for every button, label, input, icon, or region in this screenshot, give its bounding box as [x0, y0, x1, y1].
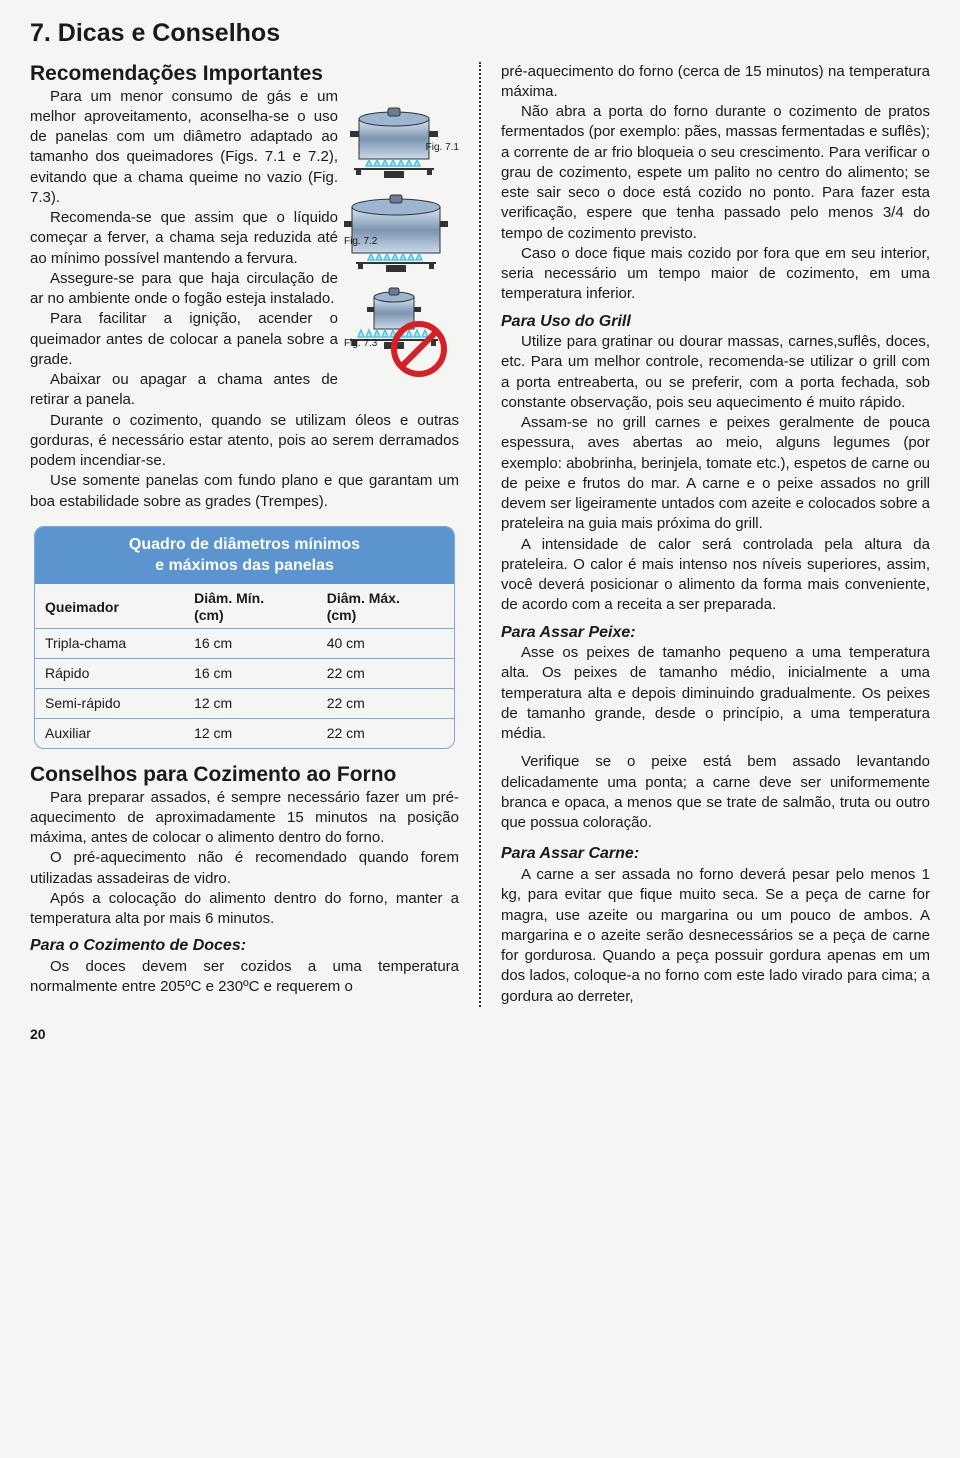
- pot-figures: Fig. 7.1: [344, 91, 459, 383]
- table-header-min: Diâm. Mín.(cm): [184, 584, 317, 628]
- table-title-line: Quadro de diâmetros mínimos: [129, 536, 360, 553]
- cell-min: 16 cm: [184, 629, 317, 659]
- table-row: Rápido 16 cm 22 cm: [35, 658, 454, 688]
- figure-7-2: Fig. 7.2: [344, 185, 459, 275]
- right-paragraph: Assam-se no grill carnes e peixes geralm…: [501, 413, 930, 535]
- cell-burner: Auxiliar: [35, 718, 184, 747]
- sub-heading-meat: Para Assar Carne:: [501, 843, 930, 865]
- table-row: Auxiliar 12 cm 22 cm: [35, 718, 454, 747]
- table-title-line: e máximos das panelas: [155, 557, 334, 574]
- figure-label-7-1: Fig. 7.1: [426, 141, 459, 155]
- table-header-burner: Queimador: [35, 584, 184, 628]
- table-header-max: Diâm. Máx.(cm): [317, 584, 454, 628]
- figure-label-7-3: Fig. 7.3: [344, 337, 377, 351]
- table-row: Tripla-chama 16 cm 40 cm: [35, 629, 454, 659]
- right-paragraph: Não abra a porta do forno durante o cozi…: [501, 102, 930, 244]
- cell-min: 12 cm: [184, 688, 317, 718]
- figure-7-3: Fig. 7.3: [344, 279, 459, 379]
- cell-burner: Rápido: [35, 658, 184, 688]
- left-paragraph: Após a colocação do alimento dentro do f…: [30, 889, 459, 930]
- right-paragraph: Utilize para gratinar ou dourar massas, …: [501, 332, 930, 413]
- cell-min: 16 cm: [184, 658, 317, 688]
- figure-7-1: Fig. 7.1: [344, 91, 459, 181]
- left-paragraph: Os doces devem ser cozidos a uma tempera…: [30, 957, 459, 998]
- right-paragraph: Caso o doce fique mais cozido por fora q…: [501, 244, 930, 305]
- sub-heading-fish: Para Assar Peixe:: [501, 622, 930, 644]
- sub-heading-doces: Para o Cozimento de Doces:: [30, 935, 459, 957]
- page-title: 7. Dicas e Conselhos: [30, 20, 930, 48]
- column-divider: [479, 62, 481, 1007]
- right-column: pré-aquecimento do forno (cerca de 15 mi…: [501, 62, 930, 1007]
- section-heading-oven: Conselhos para Cozimento ao Forno: [30, 763, 459, 786]
- right-paragraph: A intensidade de calor será controlada p…: [501, 535, 930, 616]
- table-title: Quadro de diâmetros mínimos e máximos da…: [35, 527, 454, 585]
- section-heading-recommendations: Recomendações Importantes: [30, 62, 459, 85]
- left-paragraph: O pré-aquecimento não é recomendado quan…: [30, 848, 459, 889]
- two-column-layout: Recomendações Importantes: [30, 62, 930, 1007]
- cell-min: 12 cm: [184, 718, 317, 747]
- left-paragraph: Para preparar assados, é sempre necessár…: [30, 788, 459, 849]
- right-paragraph: Asse os peixes de tamanho pequeno a uma …: [501, 643, 930, 744]
- table-row: Semi-rápido 12 cm 22 cm: [35, 688, 454, 718]
- left-paragraph: Use somente panelas com fundo plano e qu…: [30, 471, 459, 512]
- left-column: Recomendações Importantes: [30, 62, 459, 1007]
- page-number: 20: [30, 1025, 930, 1044]
- figure-label-7-2: Fig. 7.2: [344, 235, 377, 249]
- cell-max: 40 cm: [317, 629, 454, 659]
- right-paragraph: pré-aquecimento do forno (cerca de 15 mi…: [501, 62, 930, 103]
- diameter-table: Quadro de diâmetros mínimos e máximos da…: [34, 526, 455, 749]
- cell-max: 22 cm: [317, 658, 454, 688]
- right-paragraph: A carne a ser assada no forno deverá pes…: [501, 865, 930, 1007]
- cell-burner: Semi-rápido: [35, 688, 184, 718]
- left-paragraph: Durante o cozimento, quando se utilizam …: [30, 411, 459, 472]
- sub-heading-grill: Para Uso do Grill: [501, 311, 930, 333]
- right-paragraph: Verifique se o peixe está bem assado lev…: [501, 752, 930, 833]
- cell-burner: Tripla-chama: [35, 629, 184, 659]
- cell-max: 22 cm: [317, 718, 454, 747]
- cell-max: 22 cm: [317, 688, 454, 718]
